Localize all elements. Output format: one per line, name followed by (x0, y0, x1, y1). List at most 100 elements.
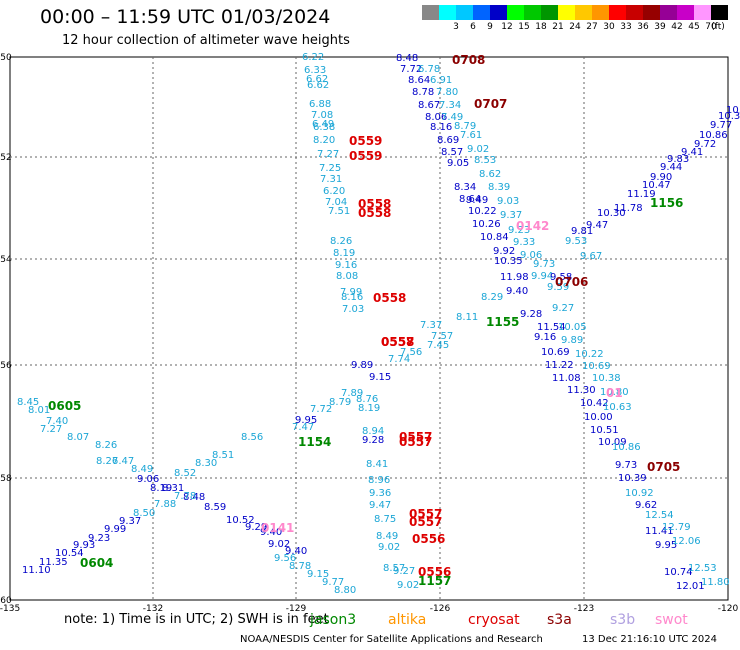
wave-height-value: 10.30 (718, 111, 740, 122)
legend-swatch (592, 5, 609, 20)
legend-label: 9 (487, 22, 493, 32)
wave-height-value: 8.94 (362, 426, 384, 437)
wave-height-value: 7.31 (320, 174, 342, 185)
wave-height-value: 7.61 (460, 130, 482, 141)
wave-height-value: 9.53 (565, 236, 587, 247)
wave-height-value: 8.30 (195, 458, 217, 469)
wave-height-value: 11.98 (500, 272, 529, 283)
wave-height-value: 7.34 (439, 100, 461, 111)
wave-height-value: 10.69 (582, 361, 611, 372)
wave-height-value: 9.62 (635, 500, 657, 511)
wave-height-value: 9.36 (369, 488, 391, 499)
wave-height-value: 9.29 (245, 522, 267, 533)
wave-height-value: 7.78 (174, 491, 196, 502)
wave-height-value: 9.41 (681, 147, 703, 158)
wave-height-value: 9.89 (561, 335, 583, 346)
wave-height-value: 8.48 (396, 53, 418, 64)
wave-height-value: 8.79 (454, 121, 476, 132)
wave-height-value: 9.72 (694, 139, 716, 150)
legend-swatch (541, 5, 558, 20)
wave-height-value: 10.54 (55, 548, 84, 559)
wave-height-value: 9.44 (660, 162, 682, 173)
wave-height-value: 9.28 (362, 435, 384, 446)
wave-height-value: 9.59 (547, 282, 569, 293)
wave-height-value: 9.58 (550, 272, 572, 283)
wave-height-value: 11.35 (39, 557, 68, 568)
wave-height-value: 11.10 (22, 565, 51, 576)
wave-height-value: 10.09 (598, 437, 627, 448)
legend-label: 36 (637, 22, 649, 32)
wave-height-value: 9.37 (119, 516, 141, 527)
map-frame (9, 56, 729, 601)
legend-swatch (694, 5, 711, 20)
wave-height-value: 10.05 (558, 322, 587, 333)
wave-height-value: 9.99 (104, 524, 126, 535)
legend-swatch (507, 5, 524, 20)
wave-height-value: 8.45 (17, 397, 39, 408)
wave-height-value: 9.73 (533, 259, 555, 270)
wave-height-value: 9.33 (513, 237, 535, 248)
wave-height-value: 10.47 (642, 180, 671, 191)
legend-swatch (558, 5, 575, 20)
wave-height-value: 8.11 (456, 312, 478, 323)
wave-height-value: 10.86 (612, 442, 641, 453)
wave-height-value: 9.67 (580, 251, 602, 262)
y-tick-label: -50 (0, 53, 12, 63)
wave-height-value: 8.08 (336, 271, 358, 282)
wave-height-value: 9.47 (369, 500, 391, 511)
wave-height-value: 10.00 (584, 412, 613, 423)
wave-height-value: 6.20 (323, 186, 345, 197)
wave-height-value: 12.01 (676, 581, 705, 592)
pass-time-label: 0558 (358, 206, 391, 220)
wave-height-value: 7.88 (154, 499, 176, 510)
wave-height-value: 8.49 (131, 464, 153, 475)
note-text: note: 1) Time is in UTC; 2) SWH is in fe… (64, 612, 329, 627)
x-tick-label: -135 (0, 604, 20, 612)
legend-swatch (524, 5, 541, 20)
legend-label: 15 (518, 22, 530, 32)
legend-label: 6 (470, 22, 476, 32)
pass-time-label: 0142 (516, 219, 549, 233)
legend-label: 39 (654, 22, 666, 32)
satellite-label-s3b: s3b (610, 612, 636, 628)
legend-swatch (626, 5, 643, 20)
wave-height-value: 9.02 (397, 580, 419, 591)
wave-height-value: 9.15 (307, 569, 329, 580)
legend-swatch (711, 5, 728, 20)
legend-label: 18 (535, 22, 547, 32)
wave-height-value: 8.52 (174, 468, 196, 479)
wave-height-value: 9.16 (335, 260, 357, 271)
y-tick-label: -58 (0, 474, 12, 484)
wave-height-value: 10.39 (618, 473, 647, 484)
wave-height-value: 8.39 (488, 182, 510, 193)
x-tick-label: -126 (430, 604, 451, 612)
wave-height-value: 8.53 (474, 155, 496, 166)
pass-time-label: 0558 (358, 197, 391, 211)
legend-label: 3 (453, 22, 459, 32)
wave-height-value: 9.40 (260, 527, 282, 538)
wave-height-value: 9.02 (268, 539, 290, 550)
wave-height-value: 11.78 (614, 203, 643, 214)
legend-label: 21 (552, 22, 564, 32)
pass-time-label: 0557 (409, 507, 442, 521)
wave-height-value: 8.19 (150, 483, 172, 494)
satellite-label-cryosat: cryosat (468, 612, 520, 628)
wave-height-value: 9.06 (520, 250, 542, 261)
wave-height-value: 8.62 (479, 169, 501, 180)
wave-height-value: 9.02 (378, 542, 400, 553)
legend-label: 70 (705, 22, 717, 32)
wave-height-value: 8.19 (358, 403, 380, 414)
legend-label: 12 (501, 22, 513, 32)
wave-height-value: 9.73 (615, 460, 637, 471)
wave-height-value: 7.74 (388, 354, 410, 365)
wave-height-value: 7.51 (328, 206, 350, 217)
legend-swatch (609, 5, 626, 20)
wave-height-value: 10.30 (597, 208, 626, 219)
wave-height-value: 8.57 (441, 147, 463, 158)
wave-height-value: 8.26 (330, 236, 352, 247)
map-title: 00:00 – 11:59 UTC 01/03/2024 (40, 6, 331, 28)
pass-time-label: 0141 (261, 521, 294, 535)
wave-height-value: 10.86 (699, 130, 728, 141)
wave-height-value: 7.72 (400, 64, 422, 75)
wave-height-value: 9.27 (393, 566, 415, 577)
